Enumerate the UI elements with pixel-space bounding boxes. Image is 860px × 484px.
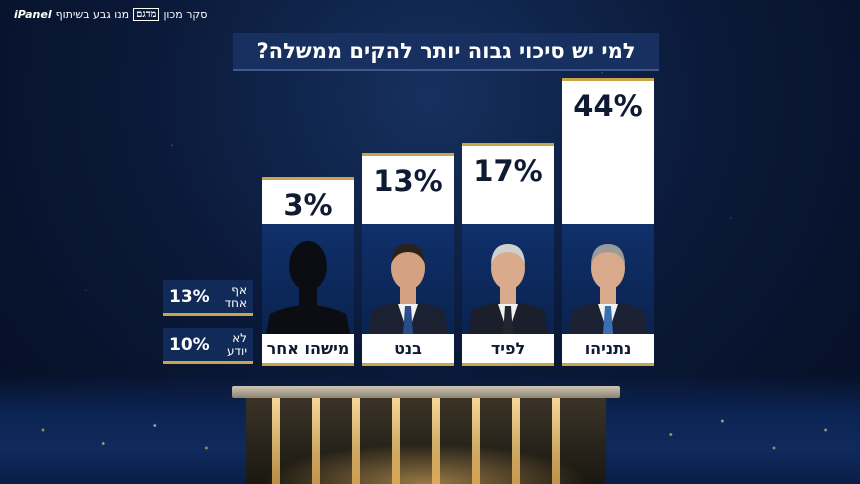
candidate-name: לפיד (462, 334, 554, 366)
portrait-lapid (462, 224, 554, 334)
side-stat-dont-know: לא יודע 10% (163, 328, 253, 364)
bar-value-label: 13% (373, 163, 443, 198)
chart-title: למי יש סיכוי גבוה יותר להקים ממשלה? (256, 39, 636, 63)
silhouette-icon (262, 224, 354, 334)
side-stat-label: אף אחד (224, 282, 247, 310)
knesset-glow (262, 444, 590, 484)
maagar-logo: מדגם (133, 8, 160, 21)
broadcaster-brand: סקר מכון מדגם מנו גבע בשיתוף iPanel (14, 8, 207, 21)
knesset-column (512, 398, 520, 484)
knesset-column (552, 398, 560, 484)
knesset-column (272, 398, 280, 484)
knesset-roof (232, 386, 620, 398)
bar-value-label: 3% (283, 187, 333, 222)
side-stat-value: 10% (169, 334, 210, 355)
knesset-column (432, 398, 440, 484)
side-label-line2: אחד (224, 295, 247, 310)
knesset-building (232, 386, 620, 484)
knesset-column (392, 398, 400, 484)
side-label-line1: לא (232, 330, 247, 345)
title-box: למי יש סיכוי גבוה יותר להקים ממשלה? (233, 33, 659, 71)
candidate-name: מישהו אחר (262, 334, 354, 366)
bar-1: 17% (462, 143, 554, 224)
brand-text: סקר מכון (163, 8, 208, 21)
bar-0: 44% (562, 78, 654, 224)
portrait-bennett (362, 224, 454, 334)
side-label-line2: יודע (226, 343, 247, 358)
bar-2: 13% (362, 152, 454, 224)
bar-3: 3% (262, 176, 354, 224)
bar-value-label: 17% (473, 154, 543, 189)
candidate-name: בנט (362, 334, 454, 366)
brand-text-2: מנו גבע בשיתוף (55, 8, 130, 21)
candidate-name: נתניהו (562, 334, 654, 366)
knesset-column (312, 398, 320, 484)
side-stat-value: 13% (169, 286, 210, 307)
portrait-netanyahu (562, 224, 654, 334)
side-stat-label: לא יודע (226, 330, 247, 358)
side-label-line1: אף (231, 282, 247, 297)
knesset-column (472, 398, 480, 484)
ipanel-logo: iPanel (14, 8, 52, 21)
bar-value-label: 44% (573, 89, 643, 124)
side-stat-none: אף אחד 13% (163, 280, 253, 316)
knesset-column (352, 398, 360, 484)
